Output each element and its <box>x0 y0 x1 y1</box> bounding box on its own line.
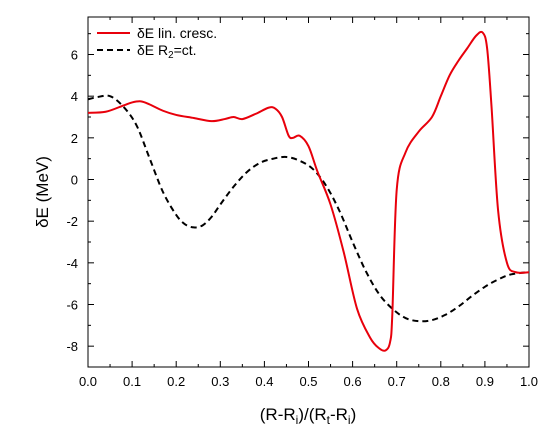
y-tick-label: -2 <box>66 214 78 229</box>
x-tick-label: 0.4 <box>255 374 273 389</box>
x-axis-title: (R-Ri)/(Rt-Ri) <box>260 405 356 427</box>
x-tick-label: 1.0 <box>520 374 538 389</box>
y-tick-label: 4 <box>71 89 78 104</box>
text-part: δE lin. cresc. <box>137 25 217 41</box>
series-layer <box>87 30 530 352</box>
x-tick-label: 0.5 <box>299 374 317 389</box>
y-axis-title: δE (MeV) <box>33 156 52 228</box>
series-line-r2-constant <box>87 94 530 323</box>
legend-label: δE R2=ct. <box>137 42 197 61</box>
text-part: (R-R <box>260 405 296 424</box>
x-tick-label: 0.2 <box>167 374 185 389</box>
text-part: δE (MeV) <box>33 156 52 228</box>
text-part: -R <box>330 405 348 424</box>
subscript: i <box>296 413 299 427</box>
x-tick-label: 0.3 <box>211 374 229 389</box>
x-tick-label: 0.7 <box>388 374 406 389</box>
series-line-linear-increase <box>87 30 530 352</box>
axis-ticks: 0.0 0.1 0.2 0.3 0.4 0.5 0.6 0.7 0.8 0.9 1.0 -8 -6 -4 -… <box>66 17 538 389</box>
text-part: =ct. <box>174 42 197 58</box>
y-tick-label: -4 <box>66 256 78 271</box>
y-tick-label: -6 <box>66 298 78 313</box>
y-tick-label: 6 <box>71 48 78 63</box>
subscript: 2 <box>168 50 173 61</box>
text-part: )/(R <box>298 405 326 424</box>
y-tick-label: 0 <box>71 173 78 188</box>
x-tick-label: 0.1 <box>123 374 141 389</box>
x-tick-label: 0.6 <box>344 374 362 389</box>
text-part: δE R <box>137 42 168 58</box>
legend: δE lin. cresc.δE R2=ct. <box>97 25 217 61</box>
legend-label: δE lin. cresc. <box>137 25 217 41</box>
plot-frame <box>87 16 530 368</box>
x-tick-label: 0.0 <box>79 374 97 389</box>
y-tick-label: -8 <box>66 339 78 354</box>
x-tick-label: 0.9 <box>476 374 494 389</box>
y-tick-label: 2 <box>71 131 78 146</box>
subscript: t <box>327 413 331 427</box>
text-part: ) <box>351 405 357 424</box>
subscript: i <box>348 413 351 427</box>
x-tick-label: 0.8 <box>432 374 450 389</box>
